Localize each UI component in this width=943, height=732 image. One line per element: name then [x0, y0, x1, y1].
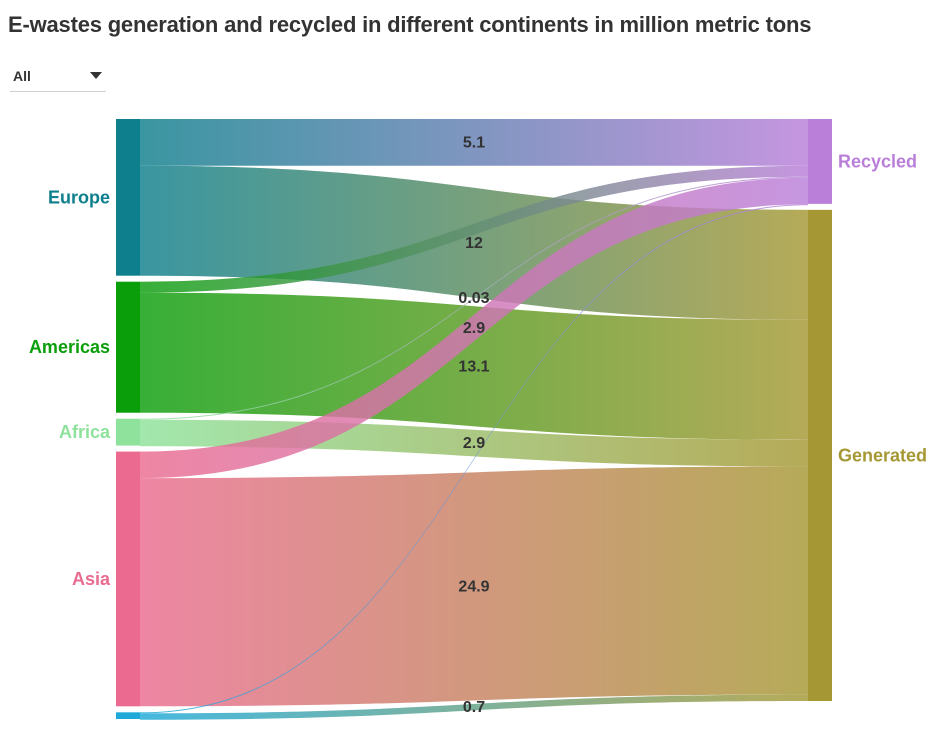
node-label-recycled: Recycled	[838, 151, 917, 171]
link-europe-to-recycled[interactable]	[140, 119, 808, 166]
link-value-label: 2.9	[463, 435, 485, 452]
link-value-label: 0.03	[458, 290, 489, 307]
link-africa-to-recycled[interactable]	[140, 176, 808, 420]
node-generated[interactable]	[808, 209, 832, 701]
node-americas[interactable]	[116, 281, 140, 413]
link-americas-to-recycled[interactable]	[140, 165, 808, 293]
chart-title: E-wastes generation and recycled in diff…	[8, 12, 812, 37]
link-value-label: 2.9	[463, 320, 485, 337]
node-unlabeled[interactable]	[116, 712, 140, 719]
node-africa[interactable]	[116, 418, 140, 446]
region-filter-dropdown[interactable]: All	[10, 64, 106, 92]
link-value-label: 13.1	[458, 358, 489, 375]
node-asia[interactable]	[116, 451, 140, 707]
link-europe-to-generated[interactable]	[140, 165, 808, 320]
node-label-asia: Asia	[72, 569, 111, 589]
chevron-down-icon	[90, 72, 102, 79]
link-unlabeled-to-generated[interactable]	[140, 694, 808, 720]
node-label-generated: Generated	[838, 445, 927, 465]
sankey-labels: 5.1 12 13.1 0.03 2.9 2.9 24.9 0.7 Europe Americas…	[29, 134, 927, 716]
sankey-nodes	[116, 119, 832, 719]
sankey-links	[140, 119, 808, 720]
link-value-label: 24.9	[458, 578, 489, 595]
link-americas-to-generated[interactable]	[140, 292, 808, 440]
link-value-label: 5.1	[463, 134, 485, 151]
node-europe[interactable]	[116, 119, 140, 276]
link-unlabeled-to-recycled[interactable]	[140, 204, 808, 714]
link-value-label: 12	[465, 235, 483, 252]
region-filter-value: All	[13, 68, 31, 84]
node-recycled[interactable]	[808, 119, 832, 204]
node-label-africa: Africa	[59, 422, 111, 442]
node-label-europe: Europe	[48, 187, 110, 207]
link-asia-to-recycled[interactable]	[140, 177, 808, 479]
node-label-americas: Americas	[29, 337, 110, 357]
link-value-label: 0.7	[463, 699, 485, 716]
link-asia-to-generated[interactable]	[140, 466, 808, 707]
